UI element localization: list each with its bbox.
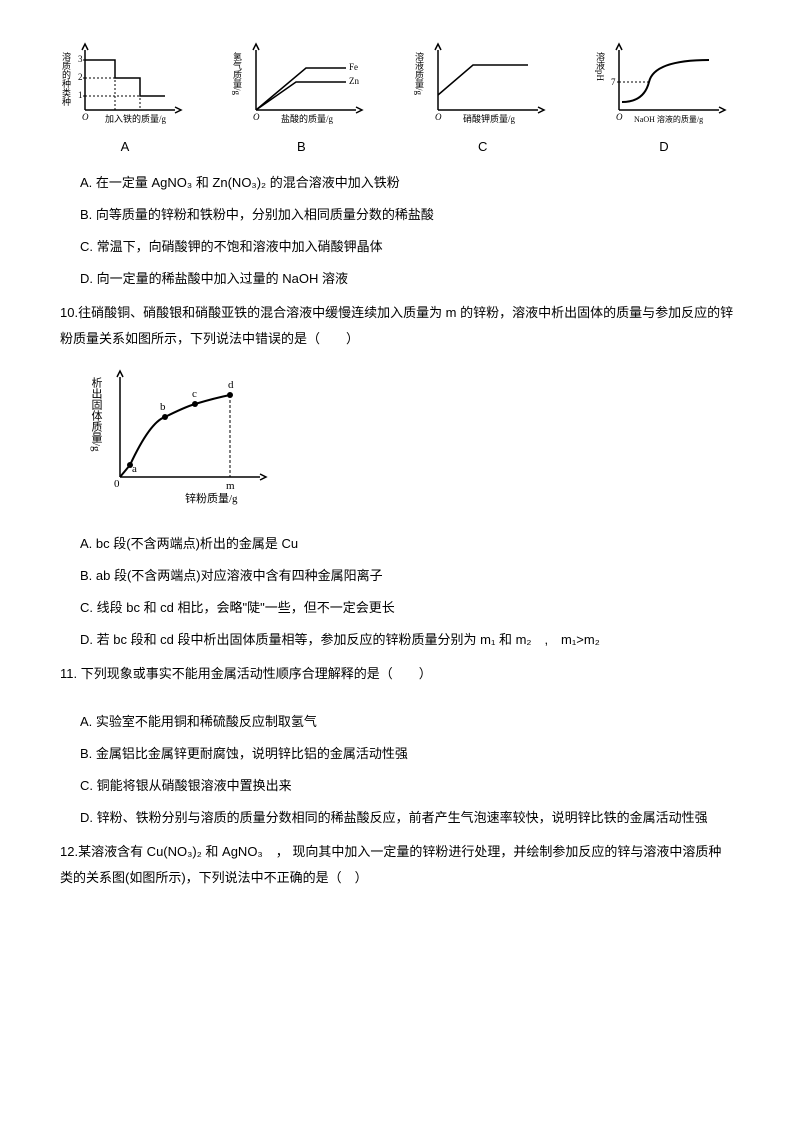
chart-b-container: 氢气质量/g Fe Zn O 盐酸的质量/g B: [231, 40, 371, 160]
q10-point-a: a: [132, 463, 137, 475]
q9-option-a: A. 在一定量 AgNO₃ 和 Zn(NO₃)₂ 的混合溶液中加入铁粉: [80, 170, 734, 196]
q12-stem: 12.某溶液含有 Cu(NO₃)₂ 和 AgNO₃ ， 现向其中加入一定量的锌粉…: [60, 839, 734, 891]
q10-option-d: D. 若 bc 段和 cd 段中析出固体质量相等，参加反应的锌粉质量分别为 m₁…: [80, 627, 734, 653]
q11-option-c: C. 铜能将银从硝酸银溶液中置换出来: [80, 773, 734, 799]
chart-a-container: 溶质的种类种 3 2 1 O 加入铁的质量/g A: [60, 40, 190, 160]
svg-text:O: O: [616, 112, 623, 122]
chart-c-container: 溶液质量/g O 硝酸钾质量/g C: [413, 40, 553, 160]
charts-row: 溶质的种类种 3 2 1 O 加入铁的质量/g A 氢气质量/g: [60, 40, 734, 160]
q10-stem: 10.往硝酸铜、硝酸银和硝酸亚铁的混合溶液中缓慢连续加入质量为 m 的锌粉，溶液…: [60, 300, 734, 352]
q10-option-a: A. bc 段(不含两端点)析出的金属是 Cu: [80, 531, 734, 557]
q10-point-d: d: [228, 379, 234, 391]
chart-c-svg: 溶液质量/g O 硝酸钾质量/g: [413, 40, 553, 130]
svg-text:O: O: [435, 112, 442, 122]
chart-a-tick1: 1: [78, 90, 83, 100]
svg-text:O: O: [253, 112, 260, 122]
chart-d-label: D: [659, 134, 668, 160]
chart-c-ylabel: 溶液质量/g: [414, 51, 424, 96]
chart-d-ytick: 7: [611, 77, 616, 87]
chart-d-container: 溶液pH 7 O NaOH 溶液的质量/g D: [594, 40, 734, 160]
chart-a-label: A: [121, 134, 130, 160]
chart-b-label: B: [297, 134, 306, 160]
chart-b-fe: Fe: [349, 62, 358, 72]
q9-option-b: B. 向等质量的锌粉和铁粉中，分别加入相同质量分数的稀盐酸: [80, 202, 734, 228]
chart-a-svg: 溶质的种类种 3 2 1 O 加入铁的质量/g: [60, 40, 190, 130]
q9-option-c: C. 常温下，向硝酸钾的不饱和溶液中加入硝酸钾晶体: [80, 234, 734, 260]
q10-option-c: C. 线段 bc 和 cd 相比，会略"陡"一些，但不一定会更长: [80, 595, 734, 621]
chart-c-label: C: [478, 134, 487, 160]
q11-stem: 11. 下列现象或事实不能用金属活动性顺序合理解释的是（ ）: [60, 661, 734, 687]
chart-a-xlabel: 加入铁的质量/g: [105, 113, 167, 124]
q10-point-c: c: [192, 388, 197, 400]
q11-option-a: A. 实验室不能用铜和稀硫酸反应制取氢气: [80, 709, 734, 735]
q9-option-d: D. 向一定量的稀盐酸中加入过量的 NaOH 溶液: [80, 266, 734, 292]
chart-a-ylabel: 溶质的种类种: [61, 51, 71, 107]
chart-b-xlabel: 盐酸的质量/g: [281, 113, 334, 124]
svg-text:O: O: [82, 112, 89, 122]
q10-point-b: b: [160, 401, 166, 413]
chart-d-ylabel: 溶液pH: [595, 51, 605, 82]
chart-b-ylabel: 氢气质量/g: [232, 51, 242, 96]
q10-chart-svg: 析出固体质量/g a b c d m 0 锌粉质量/g: [90, 362, 290, 512]
chart-c-xlabel: 硝酸钾质量/g: [463, 113, 516, 124]
q10-ylabel: 析出固体质量/g: [90, 376, 103, 452]
chart-b-zn: Zn: [349, 76, 359, 86]
q10-chart-container: 析出固体质量/g a b c d m 0 锌粉质量/g: [90, 362, 734, 521]
chart-d-svg: 溶液pH 7 O NaOH 溶液的质量/g: [594, 40, 734, 130]
q10-origin: 0: [114, 478, 120, 490]
q11-option-d: D. 锌粉、铁粉分别与溶质的质量分数相同的稀盐酸反应，前者产生气泡速率较快，说明…: [80, 805, 734, 831]
chart-a-tick3: 3: [78, 54, 83, 64]
q10-xmark-m: m: [226, 480, 235, 492]
q11-option-b: B. 金属铝比金属锌更耐腐蚀，说明锌比铝的金属活动性强: [80, 741, 734, 767]
chart-b-svg: 氢气质量/g Fe Zn O 盐酸的质量/g: [231, 40, 371, 130]
chart-a-tick2: 2: [78, 72, 83, 82]
q10-xlabel: 锌粉质量/g: [185, 491, 238, 505]
chart-d-xlabel: NaOH 溶液的质量/g: [634, 114, 703, 124]
q10-option-b: B. ab 段(不含两端点)对应溶液中含有四种金属阳离子: [80, 563, 734, 589]
